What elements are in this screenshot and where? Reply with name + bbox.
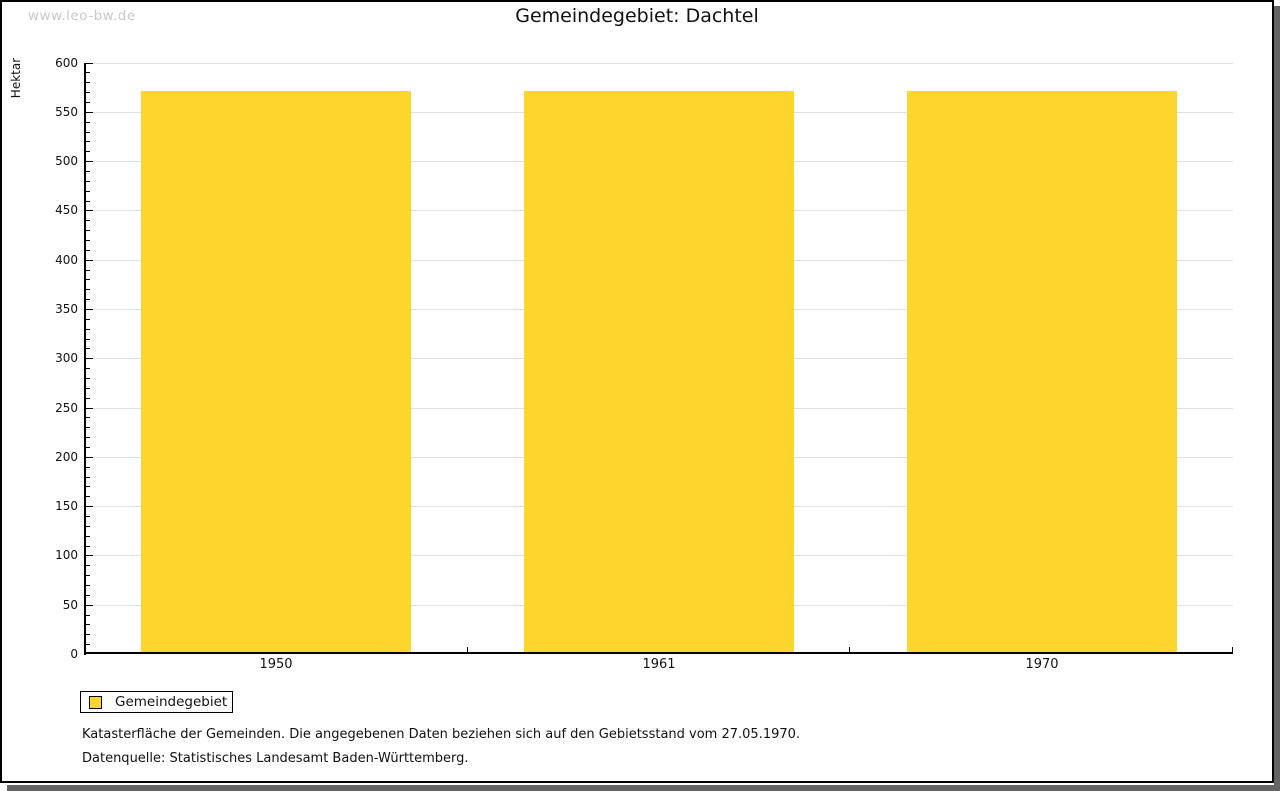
frame-shadow-right — [1274, 6, 1280, 791]
y-tick-label: 400 — [55, 253, 78, 267]
y-minor-tick — [86, 644, 90, 645]
y-major-tick — [86, 457, 93, 458]
y-minor-tick — [86, 398, 90, 399]
y-major-tick — [86, 63, 93, 64]
y-major-tick — [86, 309, 93, 310]
y-minor-tick — [86, 72, 90, 73]
y-minor-tick — [86, 181, 90, 182]
y-minor-tick — [86, 348, 90, 349]
legend-swatch — [89, 695, 102, 709]
y-minor-tick — [86, 634, 90, 635]
gridline — [85, 63, 1233, 64]
y-major-tick — [86, 210, 93, 211]
x-boundary-tick — [1232, 647, 1233, 654]
y-tick-label: 0 — [70, 647, 78, 661]
y-minor-tick — [86, 536, 90, 537]
y-minor-tick — [86, 427, 90, 428]
y-axis-line — [84, 63, 86, 655]
x-boundary-tick — [849, 647, 850, 654]
y-major-tick — [86, 408, 93, 409]
legend-label: Gemeindegebiet — [115, 694, 228, 710]
y-tick-label: 150 — [55, 499, 78, 513]
y-minor-tick — [86, 585, 90, 586]
y-minor-tick — [86, 496, 90, 497]
y-minor-tick — [86, 447, 90, 448]
y-tick-label: 450 — [55, 203, 78, 217]
y-major-tick — [86, 112, 93, 113]
y-minor-tick — [86, 546, 90, 547]
y-minor-tick — [86, 595, 90, 596]
y-major-tick — [86, 555, 93, 556]
y-minor-tick — [86, 102, 90, 103]
x-axis-line — [84, 652, 1233, 654]
y-tick-label: 250 — [55, 401, 78, 415]
y-minor-tick — [86, 575, 90, 576]
y-minor-tick — [86, 368, 90, 369]
y-minor-tick — [86, 624, 90, 625]
y-major-tick — [86, 506, 93, 507]
y-minor-tick — [86, 378, 90, 379]
y-minor-tick — [86, 92, 90, 93]
bar-1961 — [524, 91, 794, 653]
x-tick-label-1950: 1950 — [259, 657, 293, 672]
y-minor-tick — [86, 299, 90, 300]
chart-title: Gemeindegebiet: Dachtel — [515, 5, 759, 27]
footnote-gebietsstand: Katasterfläche der Gemeinden. Die angege… — [82, 727, 801, 742]
x-tick-label-1970: 1970 — [1025, 657, 1059, 672]
y-minor-tick — [86, 279, 90, 280]
x-tick-label-1961: 1961 — [642, 657, 676, 672]
y-minor-tick — [86, 477, 90, 478]
bar-1970 — [907, 91, 1177, 653]
y-tick-label: 500 — [55, 154, 78, 168]
y-minor-tick — [86, 319, 90, 320]
y-minor-tick — [86, 339, 90, 340]
y-tick-label: 550 — [55, 105, 78, 119]
y-minor-tick — [86, 417, 90, 418]
x-boundary-tick — [467, 647, 468, 654]
y-tick-label: 300 — [55, 351, 78, 365]
plot-area: 0 50 100 150 200 250 300 350 400 450 500 550 600 1950… — [2, 2, 1272, 781]
y-tick-label: 50 — [62, 598, 78, 612]
y-minor-tick — [86, 82, 90, 83]
y-minor-tick — [86, 329, 90, 330]
y-minor-tick — [86, 230, 90, 231]
y-minor-tick — [86, 132, 90, 133]
y-minor-tick — [86, 240, 90, 241]
y-minor-tick — [86, 289, 90, 290]
y-minor-tick — [86, 565, 90, 566]
legend: Gemeindegebiet — [80, 691, 233, 713]
y-minor-tick — [86, 388, 90, 389]
y-minor-tick — [86, 151, 90, 152]
y-minor-tick — [86, 516, 90, 517]
y-minor-tick — [86, 122, 90, 123]
y-tick-label: 100 — [55, 548, 78, 562]
y-tick-label: 200 — [55, 450, 78, 464]
y-minor-tick — [86, 486, 90, 487]
y-minor-tick — [86, 270, 90, 271]
y-minor-tick — [86, 141, 90, 142]
y-major-tick — [86, 161, 93, 162]
watermark: www.leo-bw.de — [28, 8, 136, 24]
y-minor-tick — [86, 250, 90, 251]
y-tick-label: 350 — [55, 302, 78, 316]
footnote-datenquelle: Datenquelle: Statistisches Landesamt Bad… — [82, 751, 469, 766]
y-major-tick — [86, 260, 93, 261]
y-major-tick — [86, 605, 93, 606]
y-minor-tick — [86, 171, 90, 172]
y-major-tick — [86, 358, 93, 359]
y-minor-tick — [86, 437, 90, 438]
y-minor-tick — [86, 201, 90, 202]
y-minor-tick — [86, 220, 90, 221]
y-minor-tick — [86, 467, 90, 468]
y-tick-label: 600 — [55, 56, 78, 70]
y-minor-tick — [86, 191, 90, 192]
y-minor-tick — [86, 615, 90, 616]
y-minor-tick — [86, 526, 90, 527]
frame-shadow-bottom — [7, 785, 1280, 791]
bar-1950 — [141, 91, 411, 653]
